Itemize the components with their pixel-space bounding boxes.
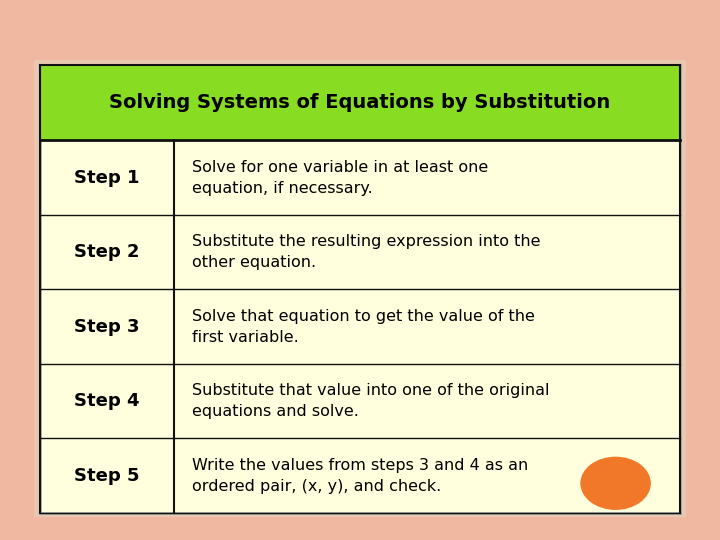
Text: Step 2: Step 2 (74, 243, 140, 261)
Circle shape (581, 457, 650, 509)
Text: Solve that equation to get the value of the
first variable.: Solve that equation to get the value of … (192, 309, 535, 345)
Text: Solve for one variable in at least one
equation, if necessary.: Solve for one variable in at least one e… (192, 160, 488, 195)
Bar (40, 65, 680, 140)
Text: Substitute the resulting expression into the
other equation.: Substitute the resulting expression into… (192, 234, 541, 270)
Text: Step 1: Step 1 (74, 168, 140, 187)
Bar (40, 65, 680, 513)
Text: Substitute that value into one of the original
equations and solve.: Substitute that value into one of the or… (192, 383, 549, 419)
Text: Write the values from steps 3 and 4 as an
ordered pair, (x, y), and check.: Write the values from steps 3 and 4 as a… (192, 458, 528, 494)
Text: Step 4: Step 4 (74, 392, 140, 410)
Text: Step 3: Step 3 (74, 318, 140, 336)
Bar (34, 60, 686, 517)
Text: Solving Systems of Equations by Substitution: Solving Systems of Equations by Substitu… (109, 93, 611, 112)
Text: Step 5: Step 5 (74, 467, 140, 485)
